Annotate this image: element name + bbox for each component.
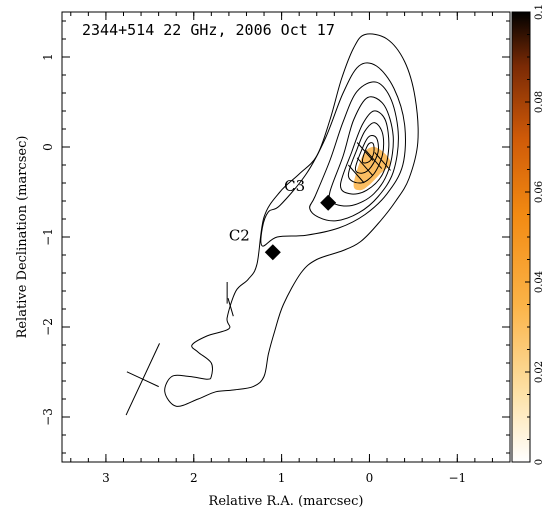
y-tick-label: 0: [41, 143, 55, 151]
evpa-vector: [356, 142, 374, 161]
contour-level-8: [361, 142, 375, 164]
y-tick-label: −2: [41, 318, 55, 336]
evpa-vector: [374, 152, 391, 171]
x-tick-label: 0: [366, 471, 374, 485]
axes-layer: 3 2 1 0 −1 1 0 −1 −2 −3: [41, 12, 511, 485]
chart-title: 2344+514 22 GHz, 2006 Oct 17: [82, 21, 335, 39]
component-label-c2: C2: [229, 226, 250, 244]
colorbar-tick-label: 0.06: [534, 181, 545, 203]
colorbar-tick-label: 0.1: [534, 4, 545, 20]
colorbar-tick-label: 0.04: [534, 271, 545, 293]
evpa-vector: [356, 157, 374, 177]
y-tick-label: −3: [41, 408, 55, 426]
colorbar-tick-label: 0.08: [534, 91, 545, 113]
contour-level-2: [260, 62, 406, 247]
colorbar-tick-label: 0.02: [534, 361, 545, 383]
contour-level-1: [164, 33, 419, 407]
contour-layer: [164, 33, 419, 407]
x-tick-label: 3: [102, 471, 110, 485]
component-marker-c3: [320, 194, 337, 211]
colorbar: 0 0.02 0.04 0.06 0.08 0.1: [511, 4, 545, 465]
y-axis-label: Relative Declination (marcsec): [15, 136, 30, 339]
contour-level-6: [347, 122, 385, 184]
component-marker-c2: [264, 244, 281, 261]
contour-level-7: [354, 134, 380, 174]
y-tick-label: −1: [41, 228, 55, 246]
evpa-vector-layer: [226, 142, 391, 317]
contour-level-4: [328, 96, 394, 207]
beam-layer: [125, 343, 160, 416]
colorbar-tick-label: 0: [534, 459, 545, 465]
x-tick-label: −1: [448, 471, 466, 485]
component-label-c3: C3: [284, 177, 305, 195]
evpa-vector: [365, 150, 383, 169]
y-tick-label: 1: [41, 53, 55, 61]
evpa-vector: [347, 164, 365, 184]
x-tick-label: 1: [278, 471, 286, 485]
contour-level-5: [339, 110, 390, 195]
plot-area: [61, 11, 511, 463]
x-tick-label: 2: [190, 471, 198, 485]
contour-level-3: [309, 81, 399, 222]
component-marker-layer: C3 C2: [229, 177, 337, 261]
x-axis-label: Relative R.A. (marcsec): [209, 494, 364, 509]
beam-minor-axis: [126, 371, 159, 388]
evpa-vector: [227, 298, 234, 317]
